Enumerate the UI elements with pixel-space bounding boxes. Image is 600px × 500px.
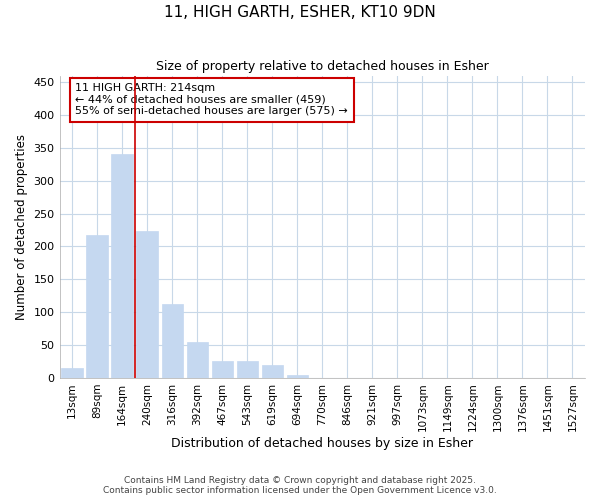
Bar bbox=[161, 304, 183, 378]
Bar bbox=[61, 368, 83, 378]
Title: Size of property relative to detached houses in Esher: Size of property relative to detached ho… bbox=[156, 60, 488, 73]
Bar bbox=[86, 235, 108, 378]
Y-axis label: Number of detached properties: Number of detached properties bbox=[15, 134, 28, 320]
Bar bbox=[262, 364, 283, 378]
Text: 11, HIGH GARTH, ESHER, KT10 9DN: 11, HIGH GARTH, ESHER, KT10 9DN bbox=[164, 5, 436, 20]
Text: 11 HIGH GARTH: 214sqm
← 44% of detached houses are smaller (459)
55% of semi-det: 11 HIGH GARTH: 214sqm ← 44% of detached … bbox=[76, 83, 348, 116]
Bar bbox=[187, 342, 208, 378]
Bar bbox=[236, 362, 258, 378]
Bar bbox=[112, 154, 133, 378]
Bar bbox=[136, 230, 158, 378]
Text: Contains HM Land Registry data © Crown copyright and database right 2025.
Contai: Contains HM Land Registry data © Crown c… bbox=[103, 476, 497, 495]
Bar bbox=[287, 374, 308, 378]
X-axis label: Distribution of detached houses by size in Esher: Distribution of detached houses by size … bbox=[171, 437, 473, 450]
Bar bbox=[212, 360, 233, 378]
